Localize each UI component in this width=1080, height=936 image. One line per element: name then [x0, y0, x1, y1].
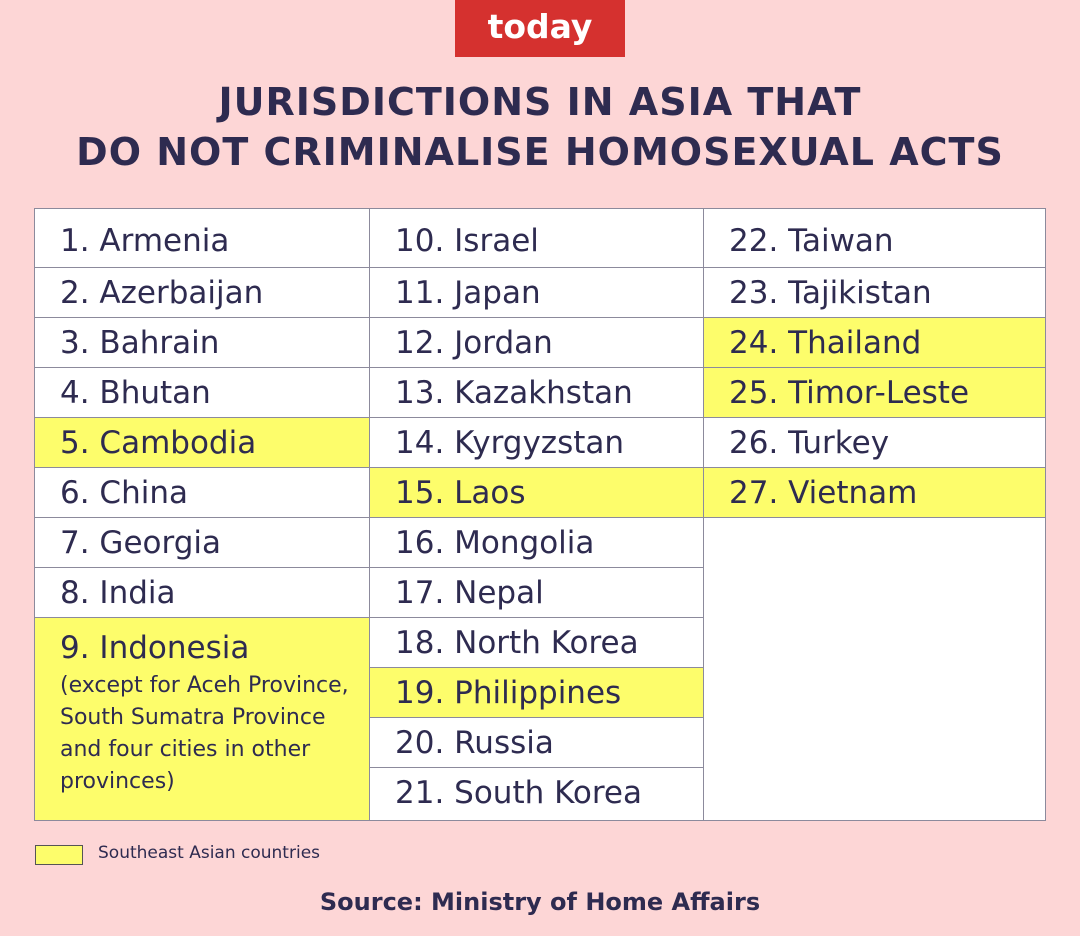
cell-label: 2. Azerbaijan: [60, 275, 264, 311]
table-cell: 22. Taiwan: [703, 208, 1046, 268]
table-cell: 1. Armenia: [34, 208, 370, 268]
cell-label: 1. Armenia: [60, 223, 230, 259]
table-cell: 23. Tajikistan: [703, 267, 1046, 318]
cell-label: 5. Cambodia: [60, 425, 257, 461]
cell-label: 11. Japan: [395, 275, 541, 311]
table-cell: 2. Azerbaijan: [34, 267, 370, 318]
cell-label: 17. Nepal: [395, 575, 544, 611]
table-cell: 4. Bhutan: [34, 367, 370, 418]
legend-label: Southeast Asian countries: [98, 843, 321, 863]
table-cell: 15. Laos: [369, 467, 704, 518]
table-cell: 20. Russia: [369, 717, 704, 768]
cell-label: 6. China: [60, 475, 188, 511]
table-cell: 8. India: [34, 567, 370, 618]
cell-label: 18. North Korea: [395, 625, 639, 661]
table-cell: 25. Timor-Leste: [703, 367, 1046, 418]
table-cell: 11. Japan: [369, 267, 704, 318]
cell-label: 7. Georgia: [60, 525, 221, 561]
legend-swatch: [35, 845, 83, 865]
cell-label: 20. Russia: [395, 725, 554, 761]
cell-label: 3. Bahrain: [60, 325, 220, 361]
table-cell: 13. Kazakhstan: [369, 367, 704, 418]
cell-label: 25. Timor-Leste: [729, 375, 970, 411]
title-line: JURISDICTIONS IN ASIA THAT: [218, 80, 862, 124]
cell-label: 4. Bhutan: [60, 375, 211, 411]
title-line: DO NOT CRIMINALISE HOMOSEXUAL ACTS: [76, 130, 1004, 174]
table-cell: 19. Philippines: [369, 667, 704, 718]
table-cell: 24. Thailand: [703, 317, 1046, 368]
logo: today: [455, 0, 625, 57]
cell-label: 27. Vietnam: [729, 475, 918, 511]
cell-label: 24. Thailand: [729, 325, 922, 361]
table-cell: 27. Vietnam: [703, 467, 1046, 518]
cell-label: 16. Mongolia: [395, 525, 595, 561]
table-cell: 3. Bahrain: [34, 317, 370, 368]
cell-label: 14. Kyrgyzstan: [395, 425, 625, 461]
table-cell: 18. North Korea: [369, 617, 704, 668]
cell-note: (except for Aceh Province, South Sumatra…: [60, 673, 349, 794]
cell-label: 19. Philippines: [395, 675, 622, 711]
table-cell: 16. Mongolia: [369, 517, 704, 568]
cell-label: 13. Kazakhstan: [395, 375, 633, 411]
source: Source: Ministry of Home Affairs: [319, 888, 761, 916]
cell-label: 21. South Korea: [395, 775, 642, 811]
table-cell: 17. Nepal: [369, 567, 704, 618]
table-cell: 9. Indonesia (except for Aceh Province, S…: [34, 617, 370, 821]
cell-label: 8. India: [60, 575, 176, 611]
table-cell: 7. Georgia: [34, 517, 370, 568]
table-cell: 5. Cambodia: [34, 417, 370, 468]
table-cell: 12. Jordan: [369, 317, 704, 368]
cell-label: 10. Israel: [395, 223, 539, 259]
cell-label: 23. Tajikistan: [729, 275, 932, 311]
cell-label: 9. Indonesia: [60, 630, 250, 666]
cell-label: 15. Laos: [395, 475, 526, 511]
table-cell: 26. Turkey: [703, 417, 1046, 468]
table-cell: 14. Kyrgyzstan: [369, 417, 704, 468]
table-cell: 6. China: [34, 467, 370, 518]
cell-label: 22. Taiwan: [729, 223, 894, 259]
cell-label: 12. Jordan: [395, 325, 553, 361]
table-cell: 10. Israel: [369, 208, 704, 268]
empty-cell: [703, 517, 1046, 821]
table-cell: 21. South Korea: [369, 767, 704, 821]
cell-label: 26. Turkey: [729, 425, 890, 461]
